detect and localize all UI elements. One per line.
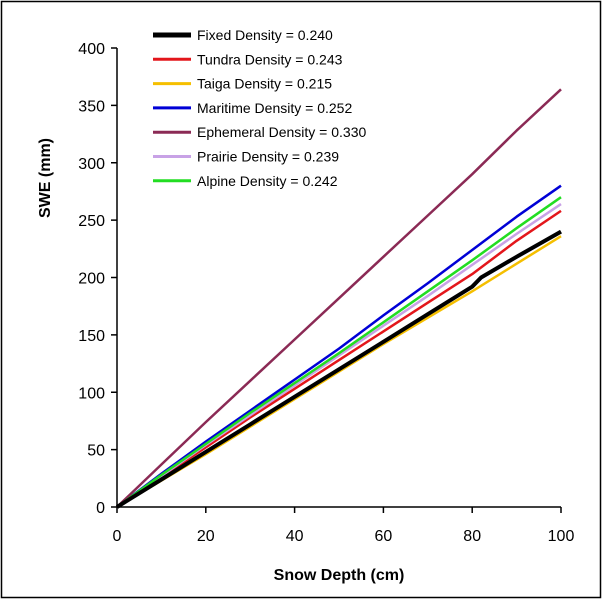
- legend-label-4: Ephemeral Density = 0.330: [197, 124, 366, 140]
- legend-label-0: Fixed Density = 0.240: [197, 27, 333, 43]
- y-axis-title: SWE (mm): [37, 138, 54, 218]
- y-tick-label: 250: [78, 213, 105, 230]
- legend-label-3: Maritime Density = 0.252: [197, 100, 352, 116]
- legend: Fixed Density = 0.240 Tundra Density = 0.…: [153, 27, 366, 189]
- y-tick-label: 350: [78, 98, 105, 115]
- series-line-6: [116, 196, 562, 509]
- y-tick-label: 300: [78, 156, 105, 173]
- y-tick-label: 0: [96, 500, 105, 517]
- legend-label-2: Taiga Density = 0.215: [197, 76, 332, 92]
- x-tick-label: 20: [197, 528, 215, 545]
- y-tick-label: 50: [87, 443, 105, 460]
- series-line-1: [116, 209, 562, 509]
- x-tick-label: 80: [463, 528, 481, 545]
- y-tick-label: 150: [78, 328, 105, 345]
- series-line-4: [116, 88, 562, 508]
- axes: 0 50 100 150 200 250 300 350 400 0 20 40 60 80 100: [78, 41, 574, 545]
- series-lines: [115, 88, 562, 509]
- x-tick-label: 0: [113, 528, 122, 545]
- y-tick-label: 400: [78, 41, 105, 58]
- x-axis-title: Snow Depth (cm): [274, 567, 405, 584]
- series-line-0: [115, 229, 562, 509]
- series-line-3: [116, 184, 562, 509]
- x-tick-label: 100: [548, 528, 575, 545]
- y-tick-label: 200: [78, 271, 105, 288]
- legend-label-5: Prairie Density = 0.239: [197, 149, 339, 165]
- legend-label-6: Alpine Density = 0.242: [197, 173, 338, 189]
- x-tick-label: 40: [286, 528, 304, 545]
- y-tick-label: 100: [78, 385, 105, 402]
- legend-label-1: Tundra Density = 0.243: [197, 51, 343, 67]
- x-tick-label: 60: [375, 528, 393, 545]
